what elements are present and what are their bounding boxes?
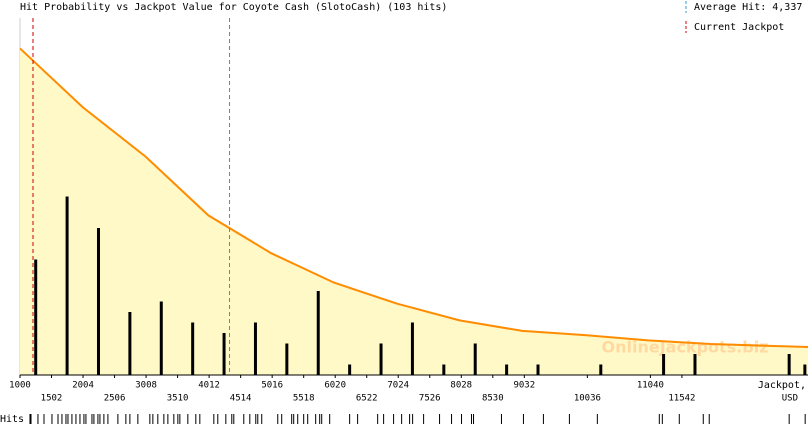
legend-current: Current Jackpot <box>694 22 784 33</box>
x-tick-label: 10036 <box>574 394 601 404</box>
x-tick-label: 2506 <box>104 394 126 404</box>
x-axis-label: USD <box>782 394 798 404</box>
x-tick-label: 8028 <box>450 381 472 391</box>
bar <box>410 322 414 375</box>
x-tick-label: 11542 <box>668 394 695 404</box>
chart-title: Hit Probability vs Jackpot Value for Coy… <box>20 2 447 13</box>
bar <box>34 259 38 375</box>
bar <box>96 228 100 375</box>
bar <box>379 343 383 375</box>
bar <box>348 364 352 375</box>
x-tick-label: 1502 <box>41 394 63 404</box>
x-tick-label: 1000 <box>9 381 31 391</box>
bar <box>505 364 509 375</box>
bar <box>285 343 289 375</box>
bar <box>693 354 697 375</box>
watermark: OnlineJackpots.biz <box>601 338 768 357</box>
bar <box>65 196 69 375</box>
probability-curve <box>19 47 809 348</box>
bar <box>442 364 446 375</box>
x-tick-label: 11040 <box>637 381 664 391</box>
x-axis-label: Jackpot, <box>758 380 806 391</box>
x-tick-label: 7024 <box>387 381 409 391</box>
x-tick-label: 5016 <box>261 381 283 391</box>
bar <box>803 364 807 375</box>
bar <box>473 343 477 375</box>
bar <box>536 364 540 375</box>
bar <box>316 291 320 375</box>
bar <box>159 301 163 375</box>
x-tick-label: 4012 <box>198 381 220 391</box>
x-tick-label: 2004 <box>72 381 94 391</box>
x-tick-label: 7526 <box>419 394 441 404</box>
x-tick-label: 6020 <box>324 381 346 391</box>
bar <box>253 322 257 375</box>
bar <box>662 354 666 375</box>
x-tick-label: 9032 <box>513 381 535 391</box>
bar <box>787 354 791 375</box>
bar <box>599 364 603 375</box>
x-tick-label: 6522 <box>356 394 378 404</box>
x-tick-label: 3510 <box>167 394 189 404</box>
x-tick-label: 4514 <box>230 394 252 404</box>
x-tick-label: 8530 <box>482 394 504 404</box>
rug-label: Hits <box>0 414 24 425</box>
bar <box>191 322 195 375</box>
legend-average: Average Hit: 4,337 <box>694 2 802 13</box>
x-tick-label: 5518 <box>293 394 315 404</box>
x-tick-label: 3008 <box>135 381 157 391</box>
curve-area <box>20 48 808 375</box>
bar <box>222 333 226 375</box>
bar <box>128 312 132 375</box>
